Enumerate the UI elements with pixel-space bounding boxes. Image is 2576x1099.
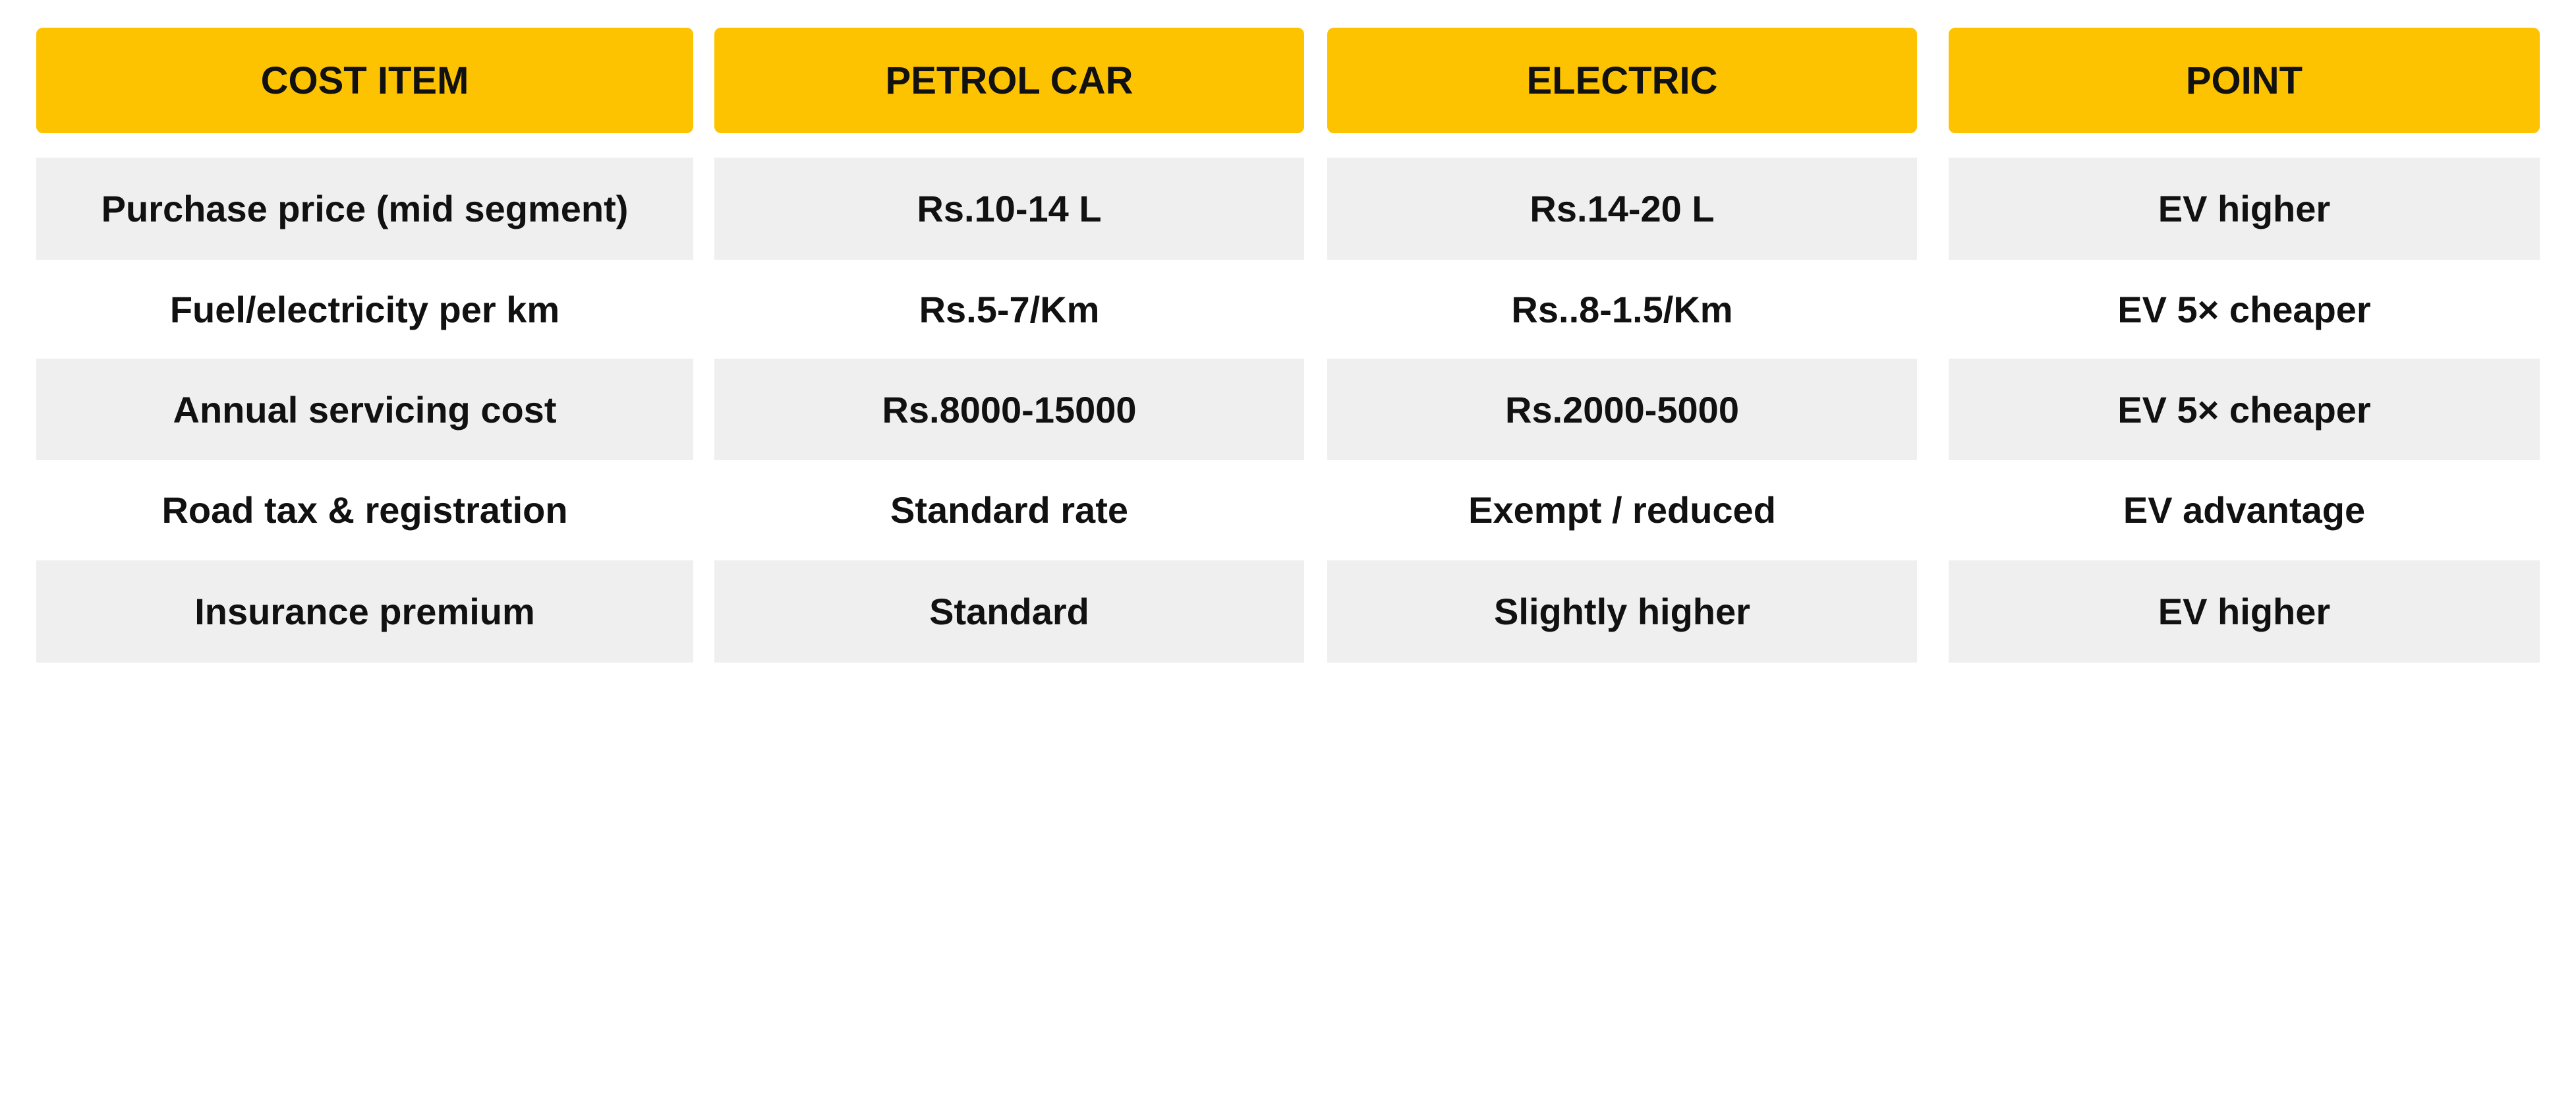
table-cell: Standard rate	[890, 489, 1128, 531]
table-cell: Insurance premium	[36, 560, 693, 663]
table-cell: EV 5× cheaper	[2117, 288, 2371, 330]
table-cell: Rs.2000-5000	[1327, 359, 1917, 460]
table-cell: Rs.5-7/Km	[919, 288, 1100, 330]
table-cell: EV higher	[1949, 560, 2540, 663]
table-cell: Road tax & registration	[161, 489, 568, 531]
header-petrol-car: PETROL CAR	[714, 28, 1304, 133]
table-cell: Exempt / reduced	[1468, 489, 1776, 531]
header-point: POINT	[1949, 28, 2540, 133]
table-cell: Annual servicing cost	[36, 359, 693, 460]
table-cell: Purchase price (mid segment)	[36, 158, 693, 260]
table-cell: Fuel/electricity per km	[169, 288, 560, 330]
table-cell: Rs.10-14 L	[714, 158, 1304, 260]
header-electric: ELECTRIC	[1327, 28, 1917, 133]
table-cell: EV 5× cheaper	[1949, 359, 2540, 460]
table-cell: Rs.8000-15000	[714, 359, 1304, 460]
table-cell: Slightly higher	[1327, 560, 1917, 663]
table-cell: EV higher	[1949, 158, 2540, 260]
table-cell: Rs..8-1.5/Km	[1511, 288, 1733, 330]
header-cost-item: COST ITEM	[36, 28, 693, 133]
table-cell: EV advantage	[2123, 489, 2366, 531]
table-cell: Standard	[714, 560, 1304, 663]
table-cell: Rs.14-20 L	[1327, 158, 1917, 260]
